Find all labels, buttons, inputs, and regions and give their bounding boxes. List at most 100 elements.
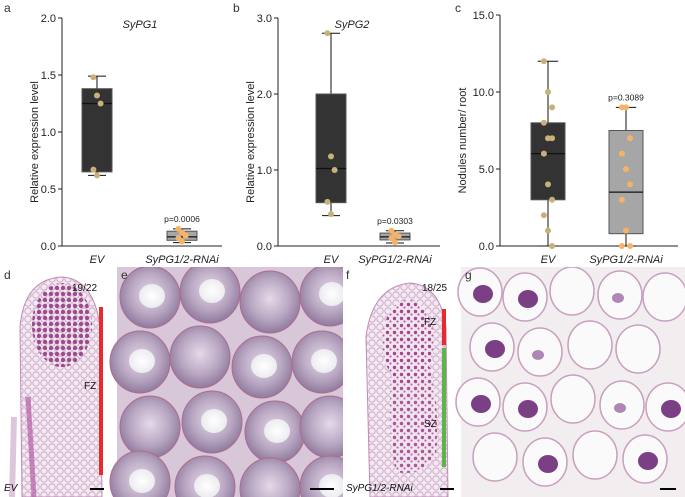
- zone-label-fz-d: FZ: [84, 381, 96, 392]
- chart-sypg1: 0.0 0.5 1.0 1.5 2.0 Relative expression level…: [29, 13, 222, 266]
- y-tick-label: 1.5: [41, 70, 56, 82]
- panel-letter-d: d: [4, 268, 11, 282]
- y-tick-label: 0.5: [41, 184, 56, 196]
- y-axis-label: Relative expression level: [245, 81, 257, 203]
- y-tick-label: 3.0: [257, 13, 272, 25]
- data-point: [388, 227, 395, 234]
- data-point: [618, 243, 625, 249]
- cell-nucleus: [612, 293, 624, 303]
- p-value-label: p=0.0303: [377, 216, 413, 226]
- cell-shape: [169, 325, 231, 389]
- data-point: [392, 239, 398, 246]
- cell-vacuole: [194, 474, 220, 497]
- cell-shape: [572, 430, 618, 480]
- panel-letter-f: f: [346, 268, 350, 282]
- y-tick-label: 0.0: [479, 241, 494, 253]
- data-point: [94, 172, 100, 179]
- micrograph-e: e: [109, 267, 361, 497]
- cell-nucleus: [485, 340, 505, 358]
- cell-nucleus: [471, 395, 491, 413]
- p-value-label: p=0.0006: [164, 214, 200, 224]
- cell-shape: [119, 395, 181, 459]
- data-point: [540, 212, 547, 219]
- panel-letter-g: g: [465, 268, 472, 282]
- zone-label-fz-f: FZ: [424, 317, 436, 328]
- data-point: [331, 167, 338, 173]
- y-tick-label: 0.0: [41, 241, 56, 253]
- y-tick-label: 15.0: [473, 10, 494, 22]
- micrograph-g: g: [455, 267, 685, 497]
- box-rnai: [608, 130, 644, 235]
- panel-letter-e: e: [121, 268, 128, 282]
- data-point: [97, 100, 104, 107]
- chart-nodules: 0.0 5.0 10.0 15.0 Nodules number/ root EV SyPG…: [457, 10, 678, 266]
- y-axis-label: Relative expression level: [29, 81, 41, 203]
- data-point: [627, 243, 634, 249]
- cell-shape: [615, 324, 661, 374]
- panel-letter-c: c: [455, 1, 461, 15]
- data-point: [540, 58, 547, 65]
- data-point: [90, 74, 97, 81]
- zone-label-sz-f: SZ: [424, 419, 437, 430]
- cell-vacuole: [201, 409, 227, 433]
- x-category-label: EV: [324, 254, 340, 266]
- chart-sypg2: 0.0 1.0 2.0 3.0 Relative expression level SyP…: [245, 13, 440, 266]
- data-point: [94, 92, 100, 99]
- ratio-label-d: 19/22: [72, 283, 97, 294]
- cell-shape: [642, 272, 685, 322]
- cell-shape: [472, 432, 518, 482]
- data-point: [623, 227, 629, 234]
- data-point: [627, 181, 634, 188]
- panel-letter-a: a: [4, 1, 11, 15]
- cell-nucleus: [614, 403, 626, 413]
- y-tick-label: 2.0: [257, 89, 272, 101]
- y-tick-label: 1.0: [41, 127, 56, 139]
- y-tick-label: 10.0: [473, 87, 494, 99]
- cell-vacuole: [319, 282, 345, 306]
- data-point: [623, 166, 629, 172]
- cell-nucleus: [661, 400, 681, 418]
- data-point: [545, 89, 551, 95]
- y-tick-label: 0.0: [257, 241, 272, 253]
- data-point: [618, 196, 625, 203]
- cell-shape: [239, 270, 301, 334]
- cell-nucleus: [518, 290, 538, 308]
- chart-title: SyPG1: [123, 19, 158, 31]
- data-point: [623, 104, 629, 111]
- ratio-label-f: 18/25: [422, 283, 447, 294]
- cell-vacuole: [139, 284, 165, 308]
- data-point: [549, 196, 556, 203]
- data-point: [618, 150, 625, 157]
- data-point: [324, 30, 331, 37]
- data-point: [545, 181, 551, 188]
- cell-shape: [550, 374, 596, 424]
- data-point: [328, 211, 334, 218]
- x-category-label: SyPG1/2-RNAi: [145, 254, 219, 266]
- data-point: [545, 227, 551, 234]
- y-axis-label: Nodules number/ root: [457, 88, 469, 194]
- box-ev: [81, 88, 113, 173]
- data-point: [179, 238, 185, 245]
- data-point: [90, 166, 97, 173]
- cell-nucleus: [518, 400, 538, 418]
- cell-nucleus: [473, 285, 493, 303]
- data-point: [627, 135, 634, 142]
- cell-vacuole: [129, 349, 155, 373]
- cell-shape: [567, 320, 613, 370]
- x-category-label: SyPG1/2-RNAi: [589, 254, 663, 266]
- data-point: [182, 232, 189, 239]
- data-point: [328, 153, 334, 160]
- cell-vacuole: [319, 474, 345, 497]
- chart-title: SyPG2: [335, 19, 370, 31]
- data-point: [549, 243, 556, 249]
- data-point: [540, 150, 547, 157]
- micrograph-figure: d 19/22 FZ EV e f 18/25 FZ SZ SyPG1/2-RN…: [0, 267, 685, 497]
- data-point: [549, 135, 556, 142]
- cell-shape: [549, 267, 595, 316]
- x-category-label: EV: [90, 254, 106, 266]
- cell-vacuole: [264, 419, 290, 443]
- x-category-label: SyPG1/2-RNAi: [358, 254, 432, 266]
- p-value-label: p=0.3089: [608, 92, 644, 102]
- genotype-label-f: SyPG1/2-RNAi: [346, 483, 413, 494]
